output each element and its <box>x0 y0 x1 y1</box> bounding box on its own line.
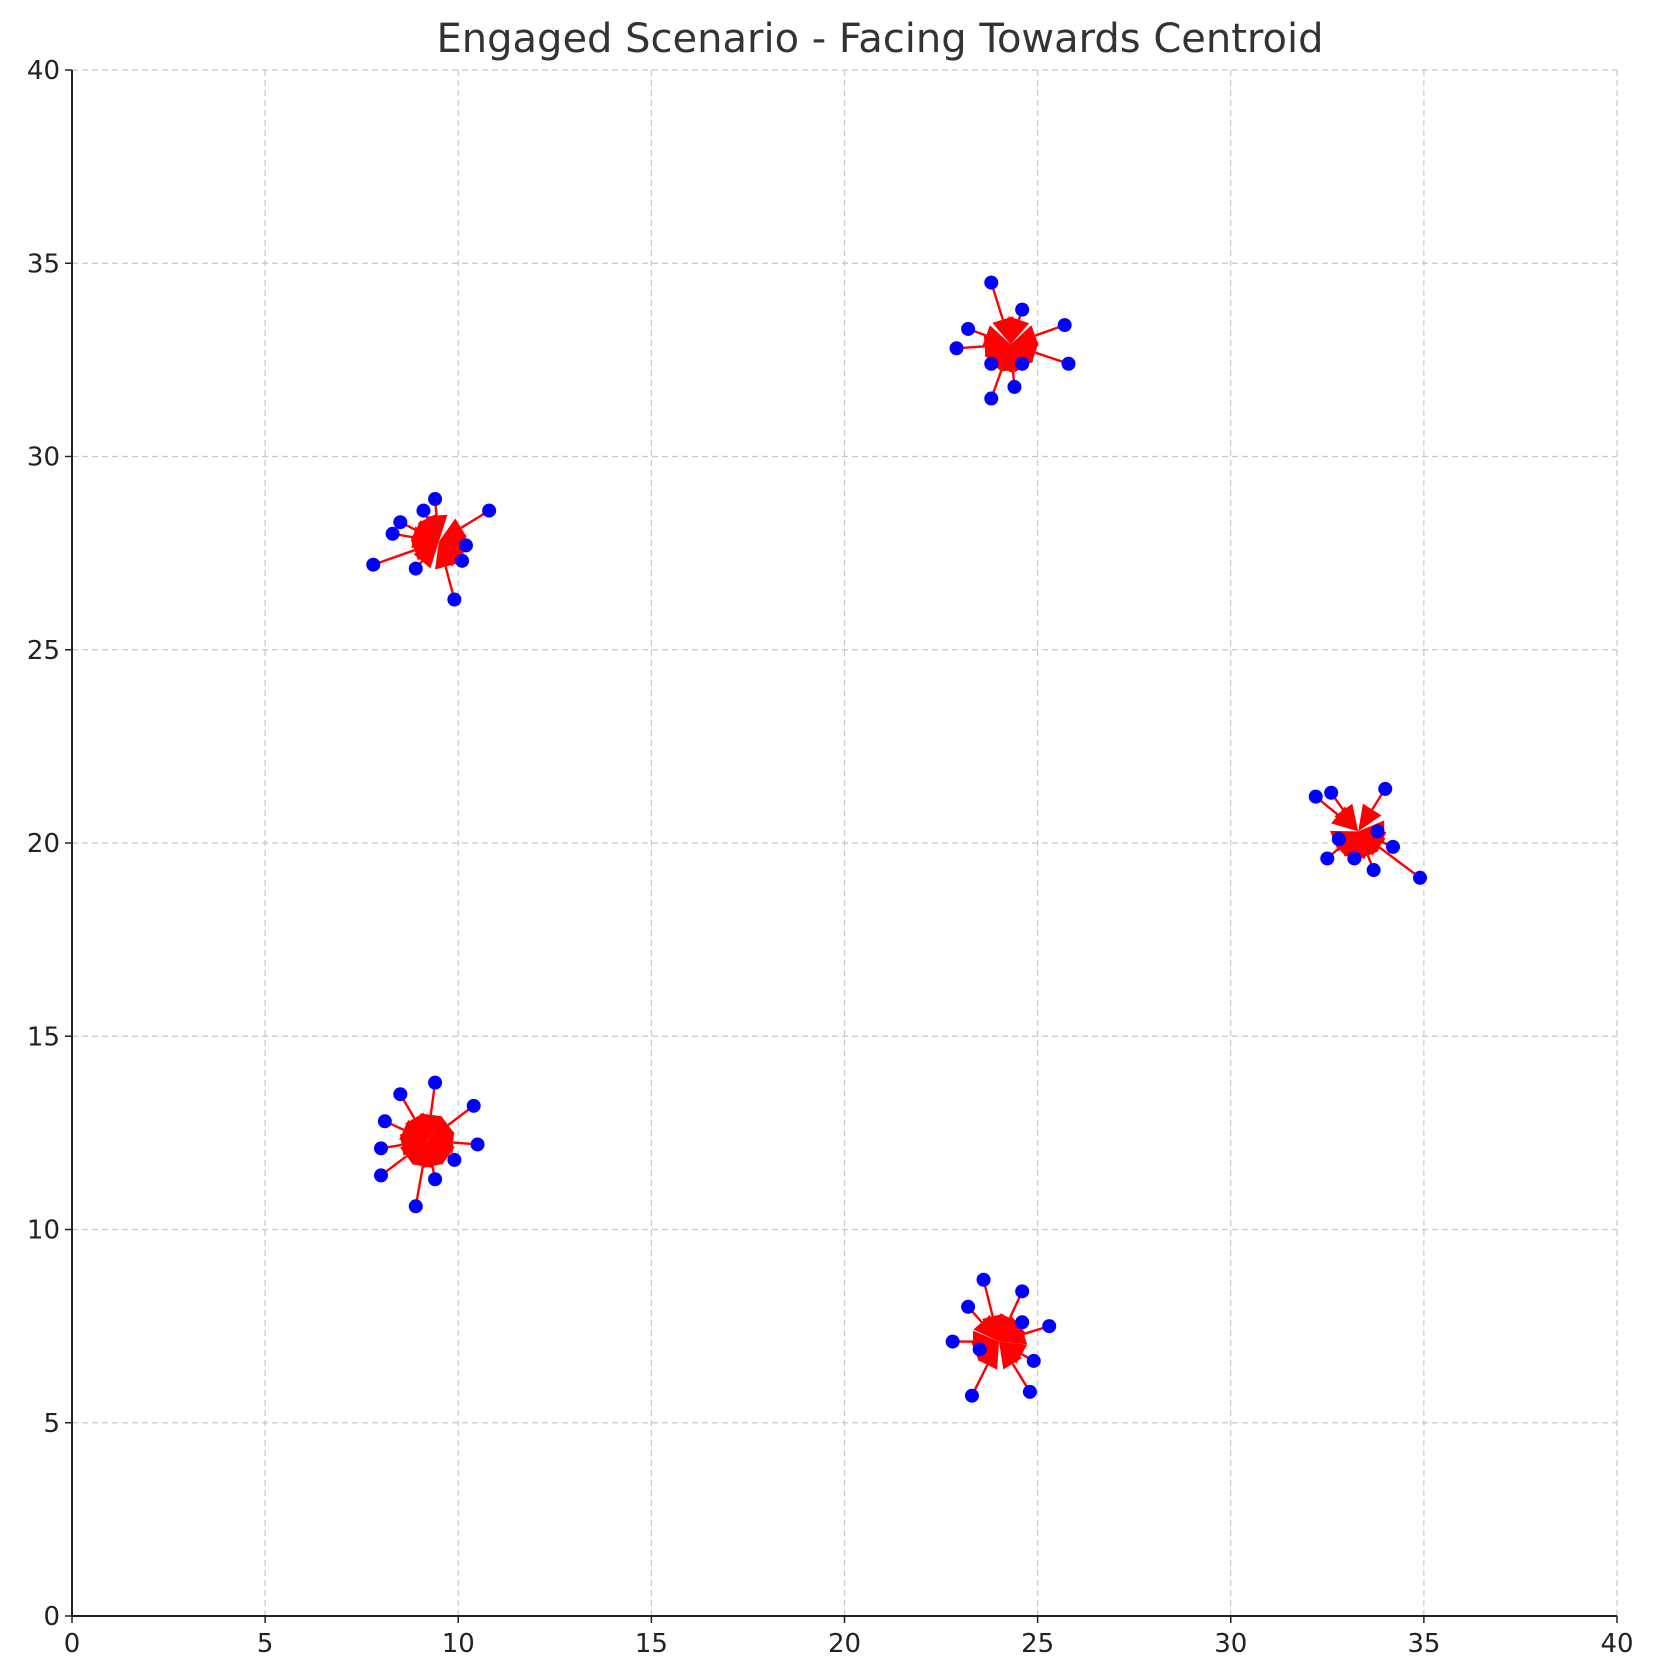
agent-point <box>393 1087 408 1102</box>
x-tick-label: 20 <box>828 1629 861 1659</box>
agent-point <box>1015 356 1030 371</box>
agent-point <box>393 515 408 530</box>
x-tick-label: 25 <box>1021 1629 1054 1659</box>
facing-arrow-head <box>984 344 1011 371</box>
y-tick-label: 30 <box>27 443 60 473</box>
x-tick-label: 15 <box>635 1629 668 1659</box>
agent-point <box>1308 789 1323 804</box>
agent-point <box>482 503 497 518</box>
facing-arrow-head <box>412 1140 434 1169</box>
agent-point <box>972 1342 987 1357</box>
agent-point <box>455 553 470 568</box>
facing-arrow-head <box>419 1113 442 1141</box>
facing-arrow-head <box>399 1119 428 1141</box>
y-tick-label: 0 <box>43 1602 60 1632</box>
agent-point <box>984 391 999 406</box>
facing-arrow-shaft <box>372 549 415 566</box>
y-tick-label: 40 <box>27 56 60 86</box>
agent-point <box>428 1172 443 1187</box>
agent-point <box>1022 1384 1037 1399</box>
agent-point <box>374 1141 388 1156</box>
facing-arrow-head <box>1334 803 1359 832</box>
agent-point <box>447 592 462 607</box>
facing-arrow-head <box>992 316 1014 345</box>
x-tick-label: 40 <box>1600 1629 1633 1659</box>
chart-title: Engaged Scenario - Facing Towards Centro… <box>437 16 1324 62</box>
x-tick-label: 35 <box>1407 1629 1440 1659</box>
axes <box>65 69 1618 1623</box>
facing-arrow-head <box>404 1112 428 1141</box>
agent-point <box>408 561 423 576</box>
facing-arrow-head <box>438 518 467 542</box>
facing-arrows <box>372 282 1421 1397</box>
agent-point <box>408 1199 423 1214</box>
facing-arrow-head <box>427 1140 455 1165</box>
agent-point <box>1042 1319 1057 1334</box>
agent-point <box>961 1299 976 1314</box>
agent-points <box>366 275 1428 1403</box>
facing-arrow-head <box>417 513 439 542</box>
agent-point <box>428 1075 443 1090</box>
agent-point <box>1385 839 1400 854</box>
agent-point <box>976 1272 991 1287</box>
agent-point <box>1413 870 1428 885</box>
agent-point <box>1007 379 1022 394</box>
facing-arrow-head <box>1331 831 1359 857</box>
agent-point <box>416 503 431 518</box>
y-tick-label: 15 <box>27 1022 60 1052</box>
agent-point <box>1347 851 1362 866</box>
x-tick-label: 5 <box>257 1629 274 1659</box>
y-tick-label: 5 <box>43 1409 60 1439</box>
x-tick-label: 30 <box>1214 1629 1247 1659</box>
x-tick-label: 10 <box>442 1629 475 1659</box>
agent-point <box>377 1114 392 1129</box>
agent-point <box>470 1137 485 1152</box>
facing-arrow-head <box>413 541 439 569</box>
y-tick-label: 20 <box>27 829 60 859</box>
agent-point <box>1015 1284 1030 1299</box>
y-tick-label: 10 <box>27 1216 60 1246</box>
agent-point <box>1026 1353 1041 1368</box>
agent-point <box>1378 781 1393 796</box>
facing-arrow-head <box>1010 325 1039 346</box>
agent-point <box>428 492 443 507</box>
facing-arrow-head <box>1358 803 1382 832</box>
agent-point <box>1015 302 1030 317</box>
facing-arrow-head <box>1008 316 1030 345</box>
agent-point <box>374 1168 388 1183</box>
agent-point <box>466 1098 481 1113</box>
facing-arrow-head <box>1010 342 1039 364</box>
agent-point <box>1061 356 1076 371</box>
facing-arrow-head <box>400 1140 428 1165</box>
facing-arrow-head <box>973 1314 999 1342</box>
y-tick-label: 35 <box>27 249 60 279</box>
agent-point <box>1324 785 1339 800</box>
agent-point <box>984 275 999 290</box>
agent-point <box>1320 851 1335 866</box>
agent-point <box>366 557 381 572</box>
facing-arrow-head <box>438 541 466 567</box>
agent-point <box>949 341 964 356</box>
facing-arrow-head <box>999 1341 1022 1370</box>
agent-point <box>961 321 976 336</box>
facing-arrow-head <box>983 335 1011 358</box>
agent-point <box>964 1388 979 1403</box>
agent-point <box>458 538 473 553</box>
agent-point <box>1366 863 1381 878</box>
y-tick-label: 25 <box>27 636 60 666</box>
agent-point <box>1057 318 1072 333</box>
agent-point <box>1331 832 1346 847</box>
tick-labels: 0 5 10 15 20 25 30 35 40 0 5 10 15 20 25 30 35 40 <box>27 56 1634 1659</box>
facing-arrow-head <box>435 541 457 570</box>
agent-point <box>1015 1315 1030 1330</box>
agent-point <box>945 1334 960 1349</box>
agent-point <box>385 526 400 541</box>
agent-point <box>1370 824 1385 839</box>
facing-arrow-shaft <box>1378 846 1421 879</box>
facing-arrow-head <box>977 1341 999 1370</box>
agent-point <box>447 1152 462 1167</box>
agent-point <box>984 356 999 371</box>
x-tick-label: 0 <box>64 1629 81 1659</box>
